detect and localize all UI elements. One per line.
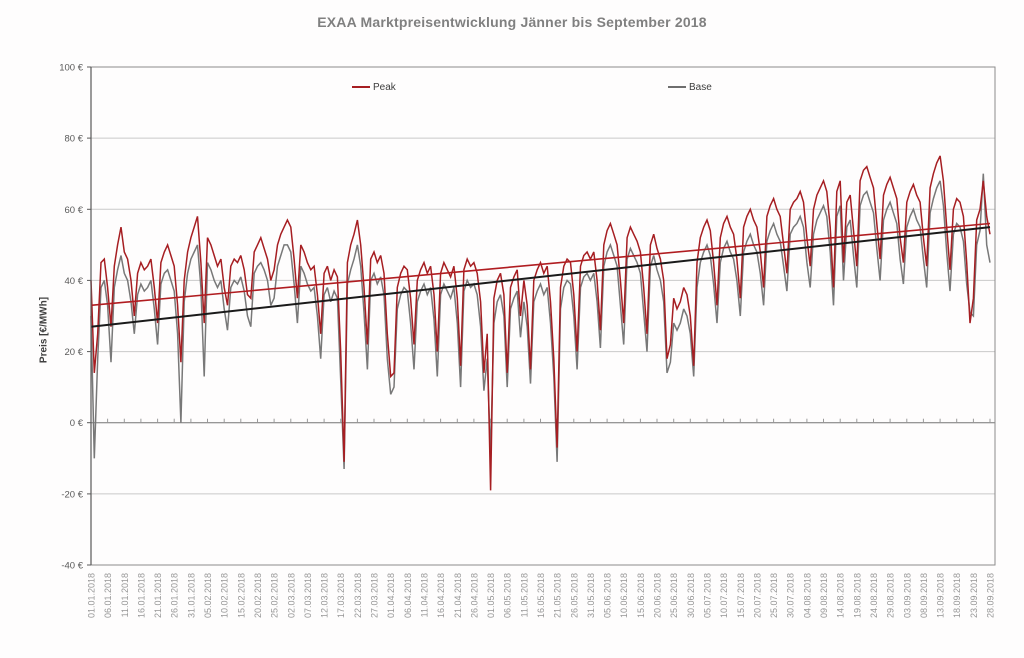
svg-text:10.06.2018: 10.06.2018 xyxy=(619,573,629,618)
svg-text:11.05.2018: 11.05.2018 xyxy=(519,573,529,617)
svg-text:26.05.2018: 26.05.2018 xyxy=(569,573,579,618)
svg-text:25.06.2018: 25.06.2018 xyxy=(669,573,679,618)
svg-text:27.03.2018: 27.03.2018 xyxy=(370,573,380,618)
svg-text:10.02.2018: 10.02.2018 xyxy=(220,573,230,618)
legend-item-peak: Peak xyxy=(352,81,396,93)
svg-text:15.06.2018: 15.06.2018 xyxy=(636,573,646,618)
peak-line-swatch-icon xyxy=(352,86,370,88)
svg-text:21.04.2018: 21.04.2018 xyxy=(453,573,463,618)
svg-text:16.05.2018: 16.05.2018 xyxy=(536,573,546,618)
svg-text:-20 €: -20 € xyxy=(61,489,83,500)
svg-text:18.09.2018: 18.09.2018 xyxy=(952,573,962,618)
svg-text:0 €: 0 € xyxy=(70,418,84,429)
svg-text:06.01.2018: 06.01.2018 xyxy=(103,573,113,618)
svg-text:15.07.2018: 15.07.2018 xyxy=(736,573,746,618)
svg-text:80 €: 80 € xyxy=(65,134,84,145)
svg-text:20.02.2018: 20.02.2018 xyxy=(253,573,263,618)
svg-text:05.06.2018: 05.06.2018 xyxy=(603,573,613,618)
svg-text:11.04.2018: 11.04.2018 xyxy=(420,573,430,617)
svg-text:03.09.2018: 03.09.2018 xyxy=(902,573,912,618)
svg-text:05.07.2018: 05.07.2018 xyxy=(703,573,713,618)
svg-text:01.05.2018: 01.05.2018 xyxy=(486,573,496,618)
svg-text:19.08.2018: 19.08.2018 xyxy=(852,573,862,618)
svg-text:22.03.2018: 22.03.2018 xyxy=(353,573,363,618)
svg-text:06.05.2018: 06.05.2018 xyxy=(503,573,513,618)
chart-title: EXAA Marktpreisentwicklung Jänner bis Se… xyxy=(317,14,707,30)
svg-text:20.06.2018: 20.06.2018 xyxy=(653,573,663,618)
svg-text:10.07.2018: 10.07.2018 xyxy=(719,573,729,618)
svg-text:30.06.2018: 30.06.2018 xyxy=(686,573,696,618)
svg-text:20 €: 20 € xyxy=(65,347,84,358)
svg-text:25.07.2018: 25.07.2018 xyxy=(769,573,779,618)
svg-text:24.08.2018: 24.08.2018 xyxy=(869,573,879,618)
svg-text:12.03.2018: 12.03.2018 xyxy=(320,573,330,618)
svg-text:21.01.2018: 21.01.2018 xyxy=(153,573,163,618)
svg-text:11.01.2018: 11.01.2018 xyxy=(120,573,130,617)
svg-text:16.04.2018: 16.04.2018 xyxy=(436,573,446,618)
svg-text:21.05.2018: 21.05.2018 xyxy=(553,573,563,618)
legend-label-peak: Peak xyxy=(373,81,396,93)
svg-text:14.08.2018: 14.08.2018 xyxy=(836,573,846,618)
svg-text:60 €: 60 € xyxy=(65,205,84,216)
svg-text:23.09.2018: 23.09.2018 xyxy=(969,573,979,618)
svg-text:40 €: 40 € xyxy=(65,276,84,287)
svg-text:29.08.2018: 29.08.2018 xyxy=(886,573,896,618)
svg-text:17.03.2018: 17.03.2018 xyxy=(336,573,346,618)
svg-text:01.01.2018: 01.01.2018 xyxy=(87,573,97,618)
svg-text:06.04.2018: 06.04.2018 xyxy=(403,573,413,618)
svg-text:09.08.2018: 09.08.2018 xyxy=(819,573,829,618)
svg-text:05.02.2018: 05.02.2018 xyxy=(203,573,213,618)
base-line-swatch-icon xyxy=(668,86,686,88)
svg-text:31.01.2018: 31.01.2018 xyxy=(186,573,196,618)
svg-text:07.03.2018: 07.03.2018 xyxy=(303,573,313,618)
svg-text:02.03.2018: 02.03.2018 xyxy=(286,573,296,618)
svg-text:26.01.2018: 26.01.2018 xyxy=(170,573,180,618)
svg-text:08.09.2018: 08.09.2018 xyxy=(919,573,929,618)
svg-text:15.02.2018: 15.02.2018 xyxy=(236,573,246,618)
svg-text:26.04.2018: 26.04.2018 xyxy=(469,573,479,618)
svg-text:100 €: 100 € xyxy=(59,63,83,74)
svg-text:-40 €: -40 € xyxy=(61,561,83,572)
svg-text:28.09.2018: 28.09.2018 xyxy=(986,573,996,618)
svg-text:20.07.2018: 20.07.2018 xyxy=(752,573,762,618)
svg-text:04.08.2018: 04.08.2018 xyxy=(802,573,812,618)
svg-text:13.09.2018: 13.09.2018 xyxy=(936,573,946,618)
svg-text:16.01.2018: 16.01.2018 xyxy=(136,573,146,618)
svg-text:31.05.2018: 31.05.2018 xyxy=(586,573,596,618)
legend-item-base: Base xyxy=(668,81,712,93)
legend-label-base: Base xyxy=(689,81,712,93)
svg-text:25.02.2018: 25.02.2018 xyxy=(270,573,280,618)
svg-text:30.07.2018: 30.07.2018 xyxy=(786,573,796,618)
svg-text:01.04.2018: 01.04.2018 xyxy=(386,573,396,618)
